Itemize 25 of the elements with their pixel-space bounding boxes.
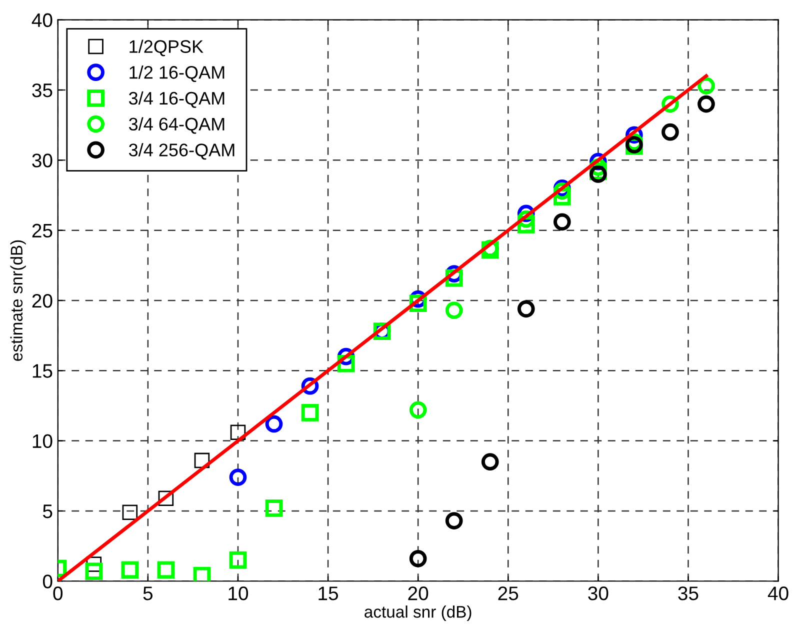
y-tick-label: 20 bbox=[32, 294, 52, 308]
x-tick-label: 30 bbox=[588, 586, 608, 600]
y-tick-label: 10 bbox=[32, 434, 52, 448]
x-tick-label: 10 bbox=[228, 586, 248, 600]
legend-label: 1/2 16-QAM bbox=[130, 66, 224, 82]
legend-label: 1/2QPSK bbox=[130, 40, 204, 56]
x-tick-label: 20 bbox=[408, 586, 428, 600]
legend-label: 3/4 256-QAM bbox=[128, 143, 234, 160]
y-tick-label: 15 bbox=[32, 364, 52, 378]
y-tick-label: 30 bbox=[32, 154, 52, 168]
y-tick-label: 40 bbox=[32, 13, 52, 28]
x-tick-label: 40 bbox=[768, 586, 788, 600]
y-tick-label: 5 bbox=[42, 504, 52, 518]
x-tick-label: 15 bbox=[318, 586, 338, 600]
y-axis-title: estimate snr(dB) bbox=[10, 240, 26, 361]
x-axis-title: actual snr (dB) bbox=[364, 605, 472, 622]
x-tick-label: 35 bbox=[678, 586, 698, 600]
y-tick-label: 25 bbox=[32, 224, 52, 238]
x-tick-label: 0 bbox=[53, 586, 63, 600]
x-tick-label: 25 bbox=[498, 586, 518, 600]
x-tick-label: 5 bbox=[143, 586, 153, 600]
y-tick-label: 35 bbox=[32, 83, 52, 98]
y-tick-label: 0 bbox=[42, 574, 52, 588]
legend-label: 3/4 64-QAM bbox=[128, 117, 224, 134]
legend-label: 3/4 16-QAM bbox=[128, 91, 224, 108]
